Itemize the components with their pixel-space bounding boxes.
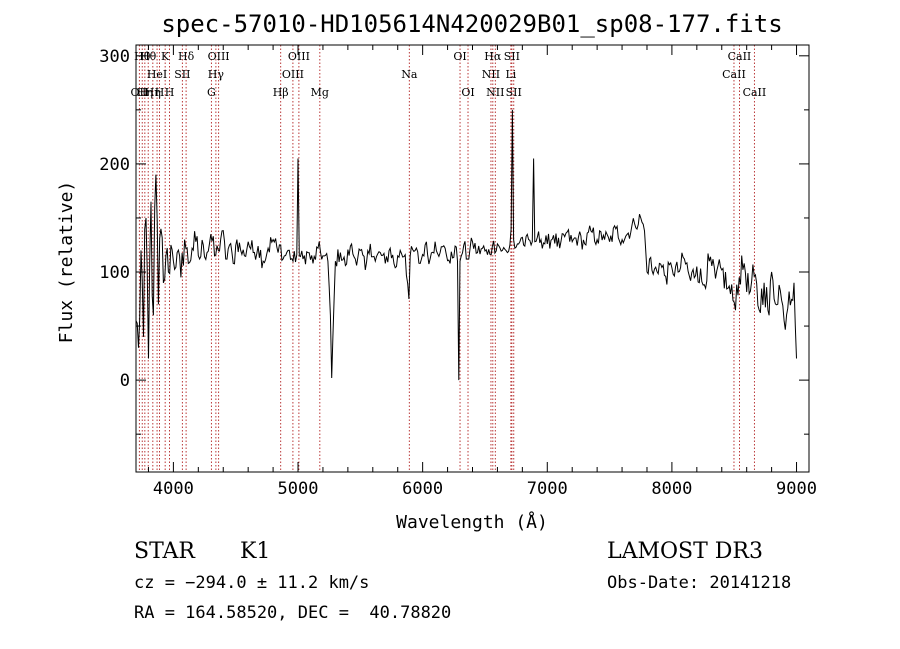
y-axis-label: Flux (relative) — [56, 181, 77, 344]
line-marker-label: OI — [461, 86, 474, 99]
object-class: STAR — [134, 539, 195, 564]
redshift-velocity: cz = −294.0 ± 11.2 km/s — [134, 573, 370, 593]
line-marker-label: Hδ — [178, 50, 195, 63]
line-marker-label: K — [161, 50, 170, 63]
line-marker-label: Hη — [145, 86, 161, 99]
line-marker-label: OIII — [208, 50, 230, 63]
line-marker-label: SII — [504, 50, 520, 63]
y-tick-label: 300 — [99, 47, 130, 67]
line-marker-label: Hθ — [140, 50, 157, 63]
y-axis-ticks: 0 100 200 300 — [99, 47, 809, 435]
survey-name: LAMOST DR3 — [607, 539, 763, 564]
y-tick-label: 200 — [99, 155, 130, 175]
spectrum-line — [135, 109, 797, 381]
line-marker-label: Mg — [311, 86, 329, 99]
x-tick-label: 9000 — [776, 479, 817, 499]
line-marker-label: H — [165, 86, 175, 99]
line-marker-label: Hθ — [134, 50, 151, 63]
line-marker-label: CaII — [743, 86, 767, 99]
x-tick-label: 7000 — [527, 479, 568, 499]
line-marker-label: CaII — [728, 50, 752, 63]
line-marker-labels: OII Hθ Hη Hθ Hη HeI H K H SII Hδ G Hγ OIII Hβ OIII OIII M… — [131, 50, 767, 99]
object-subclass: K1 — [240, 539, 271, 564]
line-marker-label: Hα — [484, 50, 502, 63]
y-tick-label: 0 — [120, 371, 130, 391]
y-tick-label: 100 — [99, 263, 130, 283]
coordinates: RA = 164.58520, DEC = 40.78820 — [134, 603, 452, 623]
line-marker-label: Hγ — [208, 68, 225, 81]
x-axis-label: Wavelength (Å) — [396, 511, 548, 533]
line-marker-label: OI — [453, 50, 466, 63]
line-marker-label: NII — [482, 68, 500, 81]
x-tick-label: 5000 — [278, 479, 319, 499]
line-marker-label: Na — [401, 68, 418, 81]
line-marker-label: OIII — [282, 68, 304, 81]
line-marker-label: HeI — [147, 68, 167, 81]
observation-date: Obs-Date: 20141218 — [607, 573, 792, 593]
line-marker-label: SII — [506, 86, 522, 99]
line-marker-label: SII — [174, 68, 190, 81]
line-marker-label: Hη — [137, 86, 153, 99]
line-marker-label: OII — [131, 86, 149, 99]
chart-title: spec-57010-HD105614N420029B01_sp08-177.f… — [161, 10, 782, 38]
x-tick-label: 6000 — [402, 479, 443, 499]
line-marker-label: Li — [505, 68, 516, 81]
line-marker-label: NII — [486, 86, 504, 99]
x-tick-label: 8000 — [651, 479, 692, 499]
x-tick-label: 4000 — [153, 479, 194, 499]
line-marker-label: H — [155, 86, 165, 99]
line-marker-label: CaII — [722, 68, 746, 81]
line-marker-label: Hβ — [273, 86, 289, 99]
line-marker-label: G — [207, 86, 216, 99]
line-marker-label: OIII — [288, 50, 310, 63]
x-axis-ticks: 4000 5000 6000 7000 8000 9000 — [147, 45, 817, 499]
